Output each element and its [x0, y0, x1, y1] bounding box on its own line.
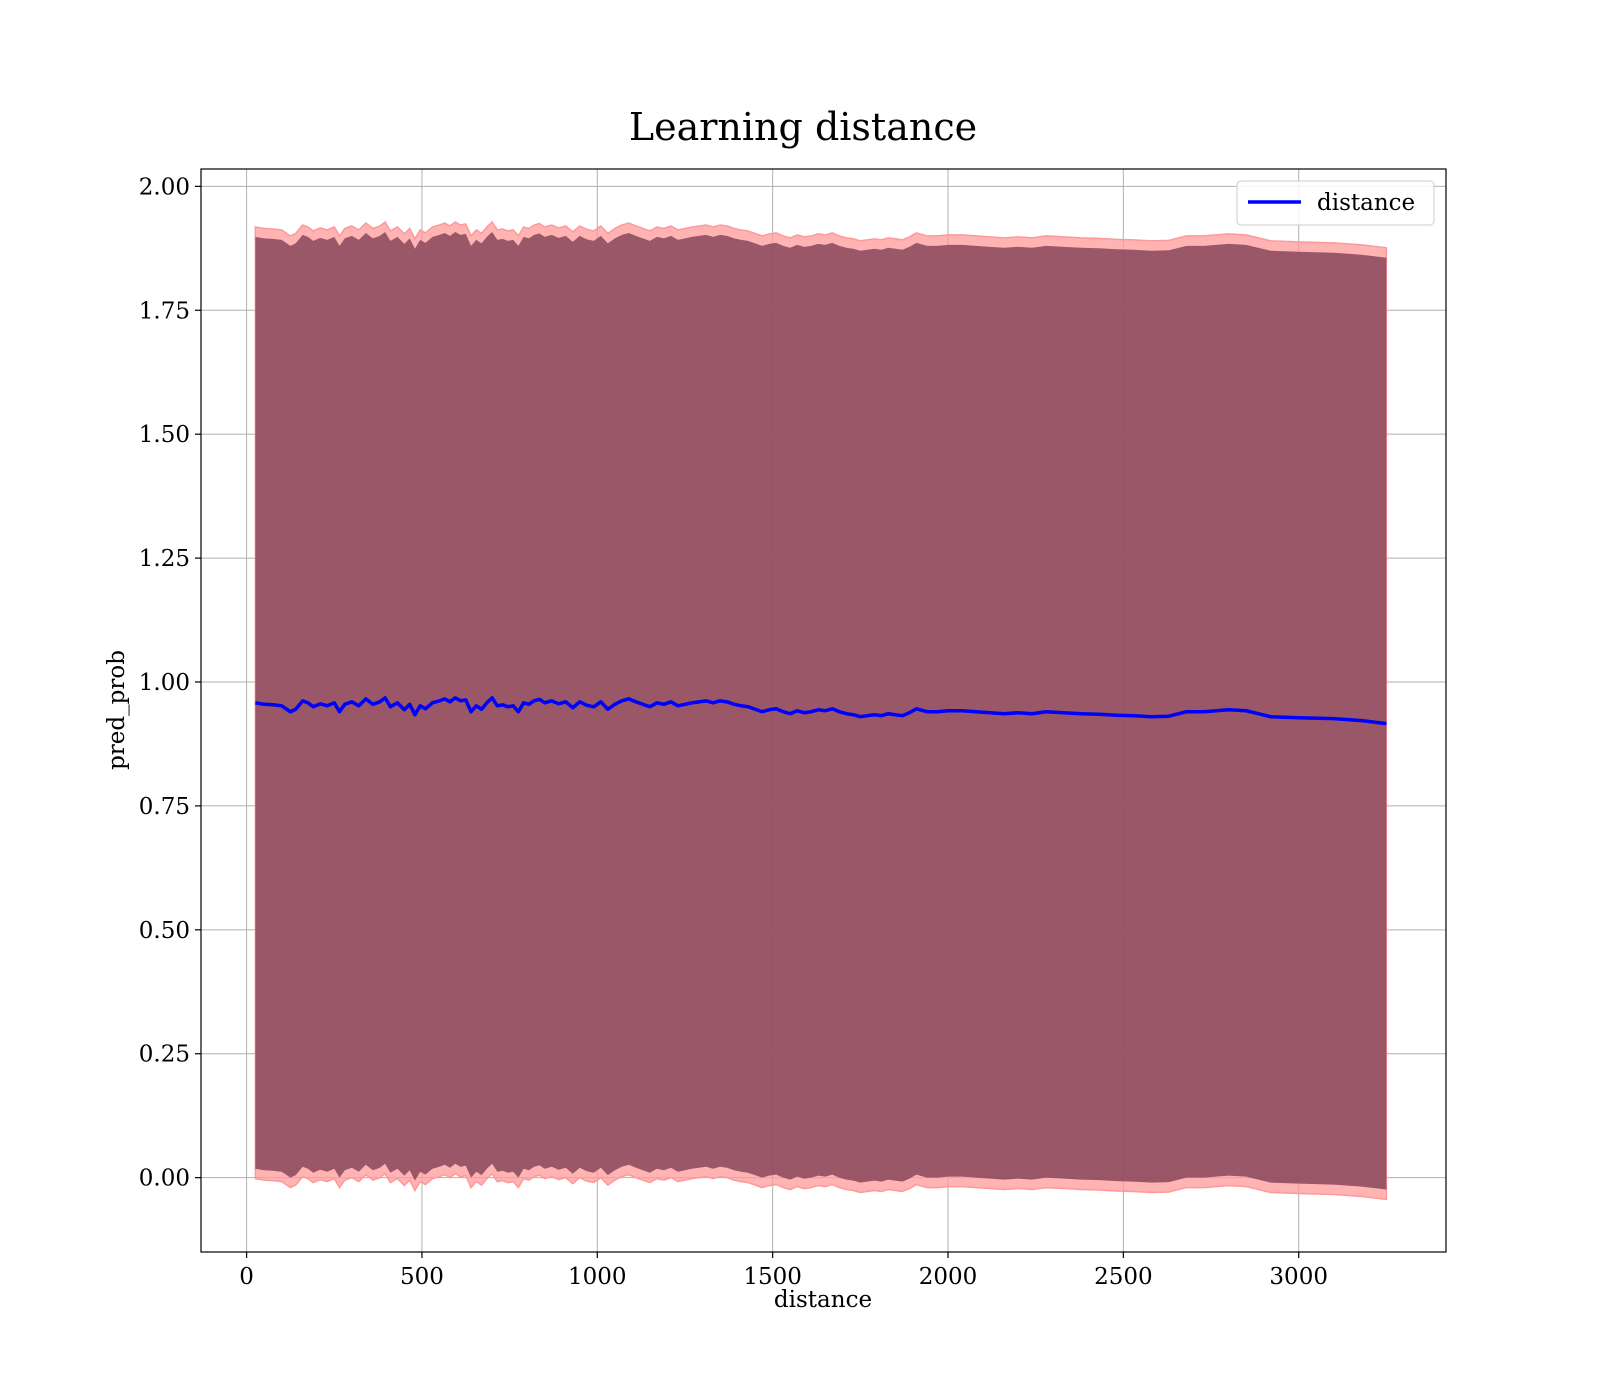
legend-label-distance: distance: [1317, 190, 1415, 216]
x-axis-ticks: 0 500 1000 1500 2000 2500 3000: [239, 1252, 1328, 1290]
y-tick-label: 1.00: [139, 670, 190, 696]
y-tick-label: 1.25: [139, 546, 190, 572]
y-tick-label: 1.50: [139, 422, 190, 448]
x-tick-label: 0: [239, 1264, 254, 1290]
series-lines: [255, 696, 1387, 726]
x-tick-label: 2000: [919, 1264, 978, 1290]
legend: distance: [1236, 180, 1435, 226]
plot-frame: [200, 168, 1447, 1253]
x-tick-label: 500: [400, 1264, 444, 1290]
y-tick-label: 0.50: [139, 918, 190, 944]
y-tick-label: 0.25: [139, 1042, 190, 1068]
y-axis-ticks: 0.00 0.25 0.50 0.75 1.00 1.25 1.50 1.75 2.00: [139, 174, 201, 1192]
x-tick-label: 3000: [1269, 1264, 1328, 1290]
x-tick-label: 1500: [743, 1264, 802, 1290]
y-tick-label: 0.00: [139, 1166, 190, 1192]
y-tick-label: 2.00: [139, 174, 190, 200]
y-tick-label: 0.75: [139, 794, 190, 820]
chart-title: Learning distance: [629, 105, 977, 149]
x-tick-label: 1000: [568, 1264, 627, 1290]
series-line-distance: [255, 696, 1387, 726]
legend-box: [1236, 180, 1435, 226]
x-axis-label: distance: [774, 1287, 872, 1313]
x-tick-label: 2500: [1094, 1264, 1153, 1290]
y-axis-label: pred_prob: [104, 650, 130, 770]
y-tick-label: 1.75: [139, 298, 190, 324]
